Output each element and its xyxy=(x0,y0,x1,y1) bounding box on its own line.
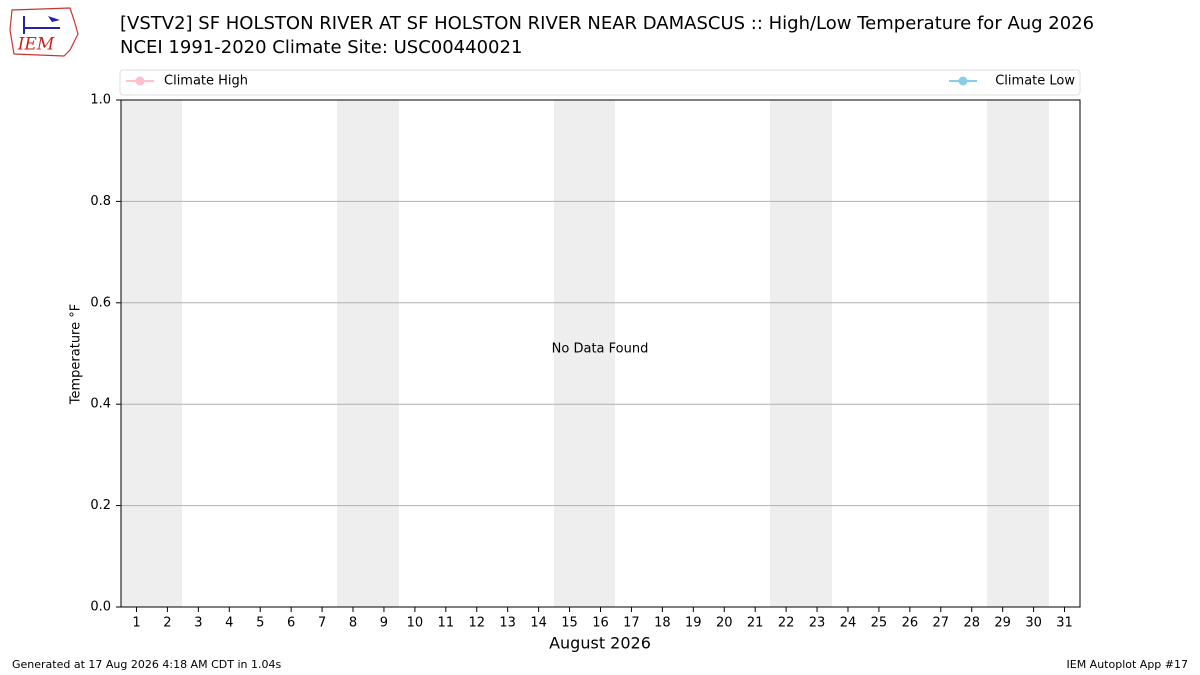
chart-title: [VSTV2] SF HOLSTON RIVER AT SF HOLSTON R… xyxy=(120,13,1094,34)
x-tick-label: 24 xyxy=(840,616,857,631)
x-tick-label: 31 xyxy=(1056,616,1073,631)
x-tick-label: 18 xyxy=(654,616,671,631)
legend-marker xyxy=(958,76,968,86)
y-tick-label: 0.2 xyxy=(90,498,111,513)
footer-right: IEM Autoplot App #17 xyxy=(1067,658,1189,671)
x-tick-label: 4 xyxy=(225,616,233,631)
legend-marker xyxy=(135,76,145,86)
x-tick-label: 16 xyxy=(592,616,609,631)
x-tick-label: 10 xyxy=(407,616,424,631)
x-tick-label: 9 xyxy=(380,616,388,631)
x-tick-label: 25 xyxy=(871,616,888,631)
x-tick-label: 21 xyxy=(747,616,764,631)
x-tick-label: 7 xyxy=(318,616,326,631)
x-tick-label: 8 xyxy=(349,616,357,631)
x-tick-label: 2 xyxy=(163,616,171,631)
x-tick-label: 27 xyxy=(933,616,950,631)
logo-text: IEM xyxy=(17,35,55,55)
legend-label: Climate Low xyxy=(995,74,1075,89)
x-tick-label: 5 xyxy=(256,616,264,631)
x-tick-label: 1 xyxy=(132,616,140,631)
x-tick-label: 3 xyxy=(194,616,202,631)
x-tick-label: 20 xyxy=(716,616,733,631)
x-tick-label: 14 xyxy=(530,616,547,631)
footer-left: Generated at 17 Aug 2026 4:18 AM CDT in … xyxy=(12,658,281,671)
x-tick-label: 28 xyxy=(963,616,980,631)
y-axis-label: Temperature °F xyxy=(69,304,84,405)
y-tick-label: 0.8 xyxy=(90,194,111,209)
y-tick-label: 1.0 xyxy=(90,93,111,108)
annotation: No Data Found xyxy=(552,342,649,357)
weekend-shading xyxy=(121,100,1049,607)
legend xyxy=(119,69,1081,96)
x-tick-label: 30 xyxy=(1025,616,1042,631)
y-tick-label: 0.4 xyxy=(90,397,111,412)
x-tick-label: 6 xyxy=(287,616,295,631)
x-tick-label: 11 xyxy=(438,616,455,631)
legend-label: Climate High xyxy=(164,74,248,89)
x-tick-label: 17 xyxy=(623,616,640,631)
x-tick-label: 13 xyxy=(499,616,516,631)
x-tick-label: 15 xyxy=(561,616,578,631)
x-tick-label: 26 xyxy=(902,616,919,631)
y-tick-label: 0.0 xyxy=(90,600,111,615)
x-axis-label: August 2026 xyxy=(549,634,651,653)
x-tick-label: 22 xyxy=(778,616,795,631)
y-tick-label: 0.6 xyxy=(90,295,111,310)
plot-frame xyxy=(120,99,1081,608)
chart-subtitle: NCEI 1991-2020 Climate Site: USC00440021 xyxy=(120,37,522,58)
x-tick-label: 29 xyxy=(994,616,1011,631)
x-tick-label: 12 xyxy=(468,616,485,631)
x-tick-label: 19 xyxy=(685,616,702,631)
logo: IEM xyxy=(9,7,79,57)
x-tick-label: 23 xyxy=(809,616,826,631)
